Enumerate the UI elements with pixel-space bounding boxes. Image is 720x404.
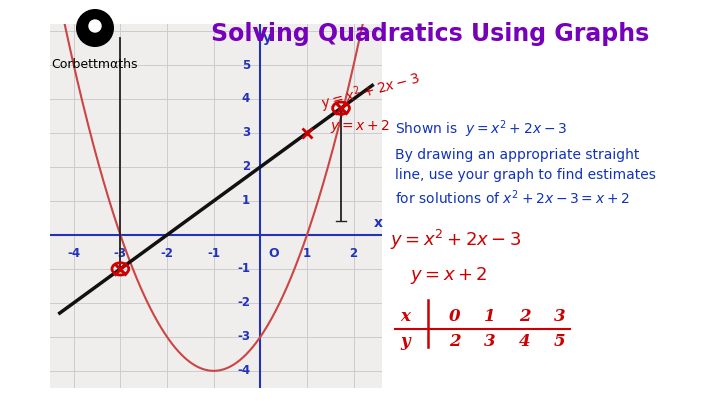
Text: -4: -4: [237, 364, 250, 377]
Text: Solving Quadratics Using Graphs: Solving Quadratics Using Graphs: [211, 22, 649, 46]
Text: $y = x^2 + 2x - 3$: $y = x^2 + 2x - 3$: [318, 68, 422, 115]
Text: 3: 3: [554, 308, 566, 325]
Text: x: x: [400, 308, 410, 325]
Ellipse shape: [76, 9, 114, 47]
Text: for solutions of $x^2 + 2x - 3 = x + 2$: for solutions of $x^2 + 2x - 3 = x + 2$: [395, 188, 630, 206]
Text: $y = x + 2$: $y = x + 2$: [410, 265, 487, 286]
Text: $y = x^2 + 2x - 3$: $y = x^2 + 2x - 3$: [390, 228, 521, 252]
Text: By drawing an appropriate straight: By drawing an appropriate straight: [395, 148, 639, 162]
Text: x: x: [374, 216, 382, 230]
Text: -3: -3: [237, 330, 250, 343]
Text: 1: 1: [484, 308, 496, 325]
Text: 0: 0: [449, 308, 461, 325]
Circle shape: [89, 20, 101, 32]
Text: 2: 2: [519, 308, 531, 325]
Text: -4: -4: [67, 247, 81, 260]
Text: -2: -2: [237, 297, 250, 309]
Text: 1: 1: [303, 247, 311, 260]
Text: -1: -1: [237, 263, 250, 276]
Text: 2: 2: [242, 160, 250, 173]
Text: 4: 4: [242, 93, 250, 105]
Text: line, use your graph to find estimates: line, use your graph to find estimates: [395, 168, 656, 182]
Text: O: O: [269, 247, 279, 260]
Text: 4: 4: [519, 333, 531, 350]
Text: y: y: [263, 31, 272, 45]
Text: 5: 5: [554, 333, 566, 350]
Text: $y = x+2$: $y = x+2$: [330, 118, 390, 135]
Text: 3: 3: [484, 333, 496, 350]
Text: 1: 1: [242, 194, 250, 207]
Text: Corbettmαths: Corbettmαths: [52, 58, 138, 71]
Text: Shown is  $y = x^2 + 2x - 3$: Shown is $y = x^2 + 2x - 3$: [395, 118, 567, 140]
Text: -1: -1: [207, 247, 220, 260]
Text: 3: 3: [242, 126, 250, 139]
Text: 5: 5: [242, 59, 250, 72]
Text: 2: 2: [449, 333, 461, 350]
Text: -3: -3: [114, 247, 127, 260]
Text: y: y: [400, 333, 410, 350]
Text: -2: -2: [161, 247, 174, 260]
Text: 2: 2: [349, 247, 358, 260]
